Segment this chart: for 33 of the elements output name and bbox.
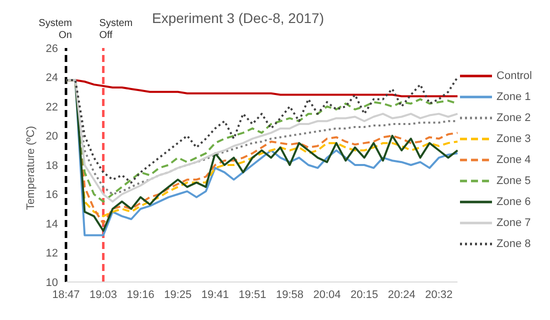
y-tick-label: 14 [46, 218, 58, 230]
y-tick-label: 20 [46, 130, 58, 143]
x-tick-label: 20:04 [313, 288, 341, 301]
legend-label: Zone 4 [496, 154, 531, 166]
y-tick-label: 12 [46, 248, 58, 260]
legend-label: Zone 3 [496, 133, 531, 145]
x-tick-label: 20:15 [350, 288, 378, 301]
x-tick-label: 20:32 [425, 288, 453, 301]
x-tick-label: 19:51 [238, 288, 266, 301]
y-tick-label: 16 [46, 189, 58, 202]
y-axis-title: Temperature (ºC) [24, 126, 37, 210]
legend-label: Control [496, 70, 532, 82]
legend-label: Zone 2 [496, 112, 531, 124]
legend-label: Zone 1 [496, 91, 531, 103]
ref-line-label: System Off [99, 18, 133, 41]
y-tick-label: 22 [46, 101, 58, 114]
y-tick-label: 26 [46, 42, 58, 55]
legend-label: Zone 7 [496, 217, 531, 229]
x-tick-label: 19:16 [126, 288, 154, 301]
legend-label: Zone 6 [496, 196, 531, 208]
y-tick-label: 10 [46, 276, 58, 289]
x-tick-label: 18:47 [52, 288, 80, 301]
x-tick-label: 19:58 [276, 288, 304, 301]
x-tick-label: 20:24 [388, 288, 416, 301]
x-tick-label: 19:25 [164, 288, 192, 301]
y-tick-label: 24 [46, 72, 58, 84]
y-tick-label: 18 [46, 160, 58, 172]
legend-label: Zone 8 [496, 238, 531, 250]
x-tick-label: 19:41 [201, 288, 229, 301]
x-tick-label: 19:03 [90, 288, 118, 301]
chart-title: Experiment 3 (Dec-8, 2017) [152, 10, 324, 26]
legend-label: Zone 5 [496, 175, 531, 187]
ref-line-label: System On [38, 18, 72, 41]
